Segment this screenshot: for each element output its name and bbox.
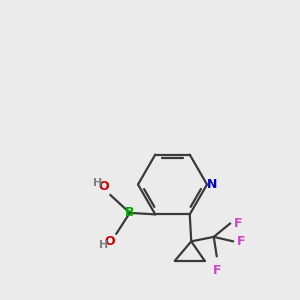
Text: B: B <box>125 206 134 219</box>
Text: O: O <box>98 180 109 194</box>
Text: N: N <box>207 178 218 191</box>
Text: H: H <box>99 241 108 250</box>
Text: F: F <box>237 235 246 248</box>
Text: F: F <box>234 217 243 230</box>
Text: O: O <box>104 236 115 248</box>
Text: H: H <box>93 178 102 188</box>
Text: F: F <box>212 264 221 277</box>
